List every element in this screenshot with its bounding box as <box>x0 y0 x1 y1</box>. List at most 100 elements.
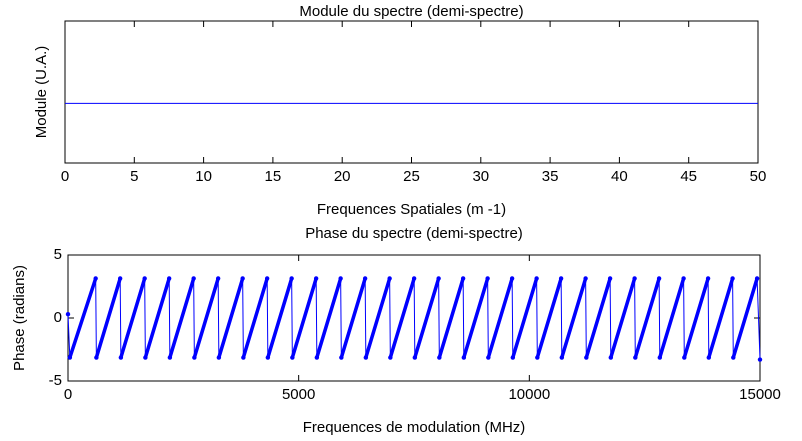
y-tick-label: 0 <box>54 309 62 326</box>
ramp-segment <box>68 277 98 359</box>
data-marker <box>534 276 539 281</box>
x-tick-label: 30 <box>472 168 489 185</box>
x-tick-label: 0 <box>61 168 69 185</box>
data-marker <box>411 276 417 281</box>
data-marker <box>313 276 319 281</box>
data-marker <box>535 355 540 360</box>
ramp-segment <box>143 277 171 359</box>
data-marker <box>657 355 662 360</box>
data-marker <box>118 355 124 360</box>
data-marker <box>461 355 467 360</box>
ramp-segment <box>119 277 147 359</box>
y-tick-label: -5 <box>49 372 62 389</box>
data-marker <box>510 355 516 360</box>
x-tick-label: 25 <box>403 168 420 185</box>
x-tick-label: 15000 <box>739 386 781 403</box>
data-marker <box>608 355 614 360</box>
x-tick-label: 10 <box>195 168 212 185</box>
data-marker <box>682 355 687 360</box>
y-axis-label: Phase (radians) <box>11 265 28 371</box>
data-marker <box>216 355 222 360</box>
ramp-segment <box>658 277 686 359</box>
data-marker <box>705 276 711 281</box>
data-marker <box>731 355 736 360</box>
x-tick-label: 15 <box>265 168 282 185</box>
ramp-segment <box>731 277 759 359</box>
x-tick-label: 5 <box>130 168 138 185</box>
x-tick-label: 5000 <box>282 386 315 403</box>
ramp-segment <box>584 277 612 359</box>
data-marker <box>191 276 196 281</box>
ramp-segment <box>94 277 122 359</box>
ramp-segment <box>462 277 490 359</box>
data-marker <box>730 276 735 281</box>
axes-frame <box>64 20 759 164</box>
x-axis-label: Frequences Spatiales (m -1) <box>317 201 506 218</box>
data-marker <box>436 276 441 281</box>
ramp-segment <box>437 277 465 359</box>
data-marker <box>460 276 466 281</box>
data-marker <box>117 276 123 281</box>
data-marker <box>215 276 221 281</box>
data-marker <box>656 276 662 281</box>
ramp-segment <box>560 277 588 359</box>
data-marker <box>486 355 491 360</box>
x-tick-label: 45 <box>680 168 697 185</box>
data-marker <box>192 355 197 360</box>
data-marker <box>583 276 588 281</box>
data-marker <box>633 355 638 360</box>
data-marker <box>166 276 172 281</box>
ramp-segment <box>413 277 441 359</box>
chart-title: Module du spectre (demi-spectre) <box>299 3 523 20</box>
ramp-segment <box>486 277 514 359</box>
ramp-segment <box>168 277 196 359</box>
data-marker <box>412 355 418 360</box>
ramp-segment <box>535 277 563 359</box>
x-axis-label: Frequences de modulation (MHz) <box>303 419 526 436</box>
data-marker <box>362 276 368 281</box>
ramp-segment <box>266 277 294 359</box>
x-tick-label: 10000 <box>508 386 550 403</box>
ramp-segment <box>364 277 392 359</box>
ramp-segment <box>339 277 367 359</box>
data-marker <box>314 355 320 360</box>
y-axis-label: Module (U.A.) <box>33 46 50 139</box>
data-marker <box>558 276 564 281</box>
x-tick-label: 20 <box>334 168 351 185</box>
data-marker <box>289 276 294 281</box>
data-marker <box>65 312 71 317</box>
y-tick-label: 5 <box>54 246 62 263</box>
data-marker <box>94 355 99 360</box>
data-marker <box>607 276 613 281</box>
x-tick-label: 35 <box>542 168 559 185</box>
x-tick-label: 50 <box>750 168 767 185</box>
data-marker <box>167 355 173 360</box>
ramp-segment <box>707 277 735 359</box>
data-marker <box>241 355 246 360</box>
data-marker <box>437 355 442 360</box>
ramp-segment <box>609 277 637 359</box>
x-tick-label: 40 <box>611 168 628 185</box>
x-tick-label: 0 <box>64 386 72 403</box>
chart-title: Phase du spectre (demi-spectre) <box>305 225 523 242</box>
data-marker <box>387 276 392 281</box>
data-marker <box>93 276 98 281</box>
data-marker <box>265 355 271 360</box>
data-marker <box>264 276 270 281</box>
data-marker <box>706 355 711 360</box>
ramp-segment <box>217 277 245 359</box>
data-marker <box>338 276 343 281</box>
data-marker <box>584 355 589 360</box>
data-marker <box>290 355 295 360</box>
data-marker <box>754 276 760 281</box>
data-marker <box>142 276 147 281</box>
data-marker <box>388 355 393 360</box>
ramp-segment <box>682 277 710 359</box>
data-marker <box>559 355 565 360</box>
data-marker <box>339 355 344 360</box>
ramp-segment <box>511 277 539 359</box>
ramp-segment <box>290 277 318 359</box>
ramp-segment <box>192 277 220 359</box>
data-marker <box>757 357 763 362</box>
